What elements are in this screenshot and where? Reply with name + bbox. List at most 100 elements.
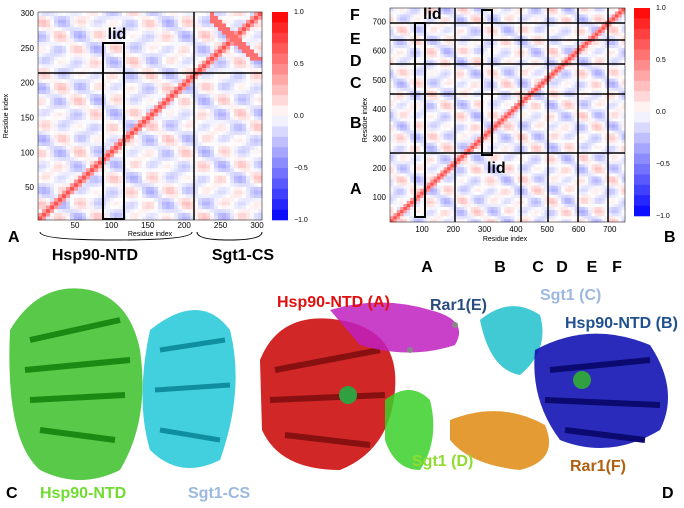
heatmap-cell xyxy=(66,168,70,172)
heatmap-cell xyxy=(226,138,230,142)
heatmap-cell xyxy=(82,123,86,127)
heatmap-cell xyxy=(146,12,150,16)
heatmap-cell xyxy=(86,53,90,57)
heatmap-cell xyxy=(74,12,78,16)
heatmap-cell xyxy=(202,138,206,142)
heatmap-cell xyxy=(407,161,411,164)
heatmap-cell xyxy=(74,116,78,120)
heatmap-cell xyxy=(130,142,134,146)
heatmap-cell xyxy=(514,149,518,152)
heatmap-cell xyxy=(186,172,190,176)
heatmap-cell xyxy=(390,198,394,201)
heatmap-cell xyxy=(397,198,401,201)
heatmap-cell xyxy=(118,53,122,57)
heatmap-cell xyxy=(174,183,178,187)
heatmap-cell xyxy=(42,16,46,20)
heatmap-cell xyxy=(106,187,110,191)
heatmap-cell xyxy=(66,112,70,116)
heatmap-cell xyxy=(66,68,70,72)
heatmap-cell xyxy=(234,138,238,142)
heatmap-cell xyxy=(551,191,555,194)
heatmap-cell xyxy=(427,194,431,197)
heatmap-cell xyxy=(427,201,431,204)
heatmap-cell xyxy=(444,216,448,219)
heatmap-cell xyxy=(477,167,481,170)
heatmap-cell xyxy=(568,179,572,182)
heatmap-cell xyxy=(551,155,555,158)
heatmap-cell xyxy=(170,146,174,150)
heatmap-cell xyxy=(618,146,622,149)
heatmap-cell xyxy=(501,191,505,194)
heatmap-cell xyxy=(246,168,250,172)
heatmap-cell xyxy=(162,205,166,209)
heatmap-cell xyxy=(206,198,210,202)
heatmap-cell xyxy=(58,34,62,38)
heatmap-cell xyxy=(162,31,166,35)
heatmap-cell xyxy=(222,105,226,109)
heatmap-cell xyxy=(42,86,46,90)
heatmap-cell xyxy=(254,138,258,142)
heatmap-cell xyxy=(440,170,444,173)
heatmap-cell xyxy=(258,190,262,194)
heatmap-cell xyxy=(477,194,481,197)
heatmap-cell xyxy=(246,161,250,165)
heatmap-cell xyxy=(102,19,106,23)
heatmap-cell xyxy=(202,209,206,213)
heatmap-cell xyxy=(70,60,74,64)
heatmap-cell xyxy=(524,179,528,182)
heatmap-cell xyxy=(427,185,431,188)
heatmap-cell xyxy=(202,168,206,172)
heatmap-cell xyxy=(481,216,485,219)
heatmap-cell xyxy=(94,75,98,79)
heatmap-cell xyxy=(541,155,545,158)
heatmap-cell xyxy=(82,209,86,213)
heatmap-cell xyxy=(42,123,46,127)
heatmap-cell xyxy=(393,158,397,161)
heatmap-cell xyxy=(126,161,130,165)
heatmap-cell xyxy=(130,183,134,187)
heatmap-cell xyxy=(50,120,54,124)
heatmap-cell xyxy=(58,109,62,113)
heatmap-cell xyxy=(538,161,542,164)
heatmap-cell xyxy=(504,213,508,216)
heatmap-cell xyxy=(182,19,186,23)
heatmap-cell xyxy=(206,57,210,61)
heatmap-cell xyxy=(174,97,178,101)
heatmap-cell xyxy=(571,191,575,194)
heatmap-cell xyxy=(74,183,78,187)
heatmap-cell xyxy=(602,210,606,213)
heatmap-cell xyxy=(130,123,134,127)
colorbar-band xyxy=(272,85,288,96)
heatmap-cell xyxy=(206,42,210,46)
heatmap-cell xyxy=(226,179,230,183)
heatmap-cell xyxy=(467,207,471,210)
heatmap-cell xyxy=(206,187,210,191)
heatmap-cell xyxy=(98,23,102,27)
heatmap-cell xyxy=(166,116,170,120)
heatmap-cell xyxy=(46,201,50,205)
heatmap-cell xyxy=(62,172,66,176)
heatmap-cell xyxy=(618,179,622,182)
heatmap-cell xyxy=(246,187,250,191)
heatmap-cell xyxy=(206,168,210,172)
heatmap-cell xyxy=(62,49,66,53)
heatmap-cell xyxy=(146,16,150,20)
heatmap-cell xyxy=(78,16,82,20)
heatmap-cell xyxy=(126,157,130,161)
heatmap-cell xyxy=(497,204,501,207)
heatmap-cell xyxy=(98,172,102,176)
heatmap-cell xyxy=(66,198,70,202)
heatmap-cell xyxy=(142,75,146,79)
heatmap-cell xyxy=(210,209,214,213)
heatmap-cell xyxy=(581,194,585,197)
heatmap-cell xyxy=(42,209,46,213)
heatmap-cell xyxy=(106,16,110,20)
heatmap-cell xyxy=(154,190,158,194)
heatmap-cell xyxy=(524,210,528,213)
heatmap xyxy=(38,12,262,220)
heatmap-cell xyxy=(464,188,468,191)
heatmap-cell xyxy=(447,194,451,197)
heatmap-cell xyxy=(571,170,575,173)
heatmap-cell xyxy=(615,146,619,149)
heatmap-cell xyxy=(440,216,444,219)
